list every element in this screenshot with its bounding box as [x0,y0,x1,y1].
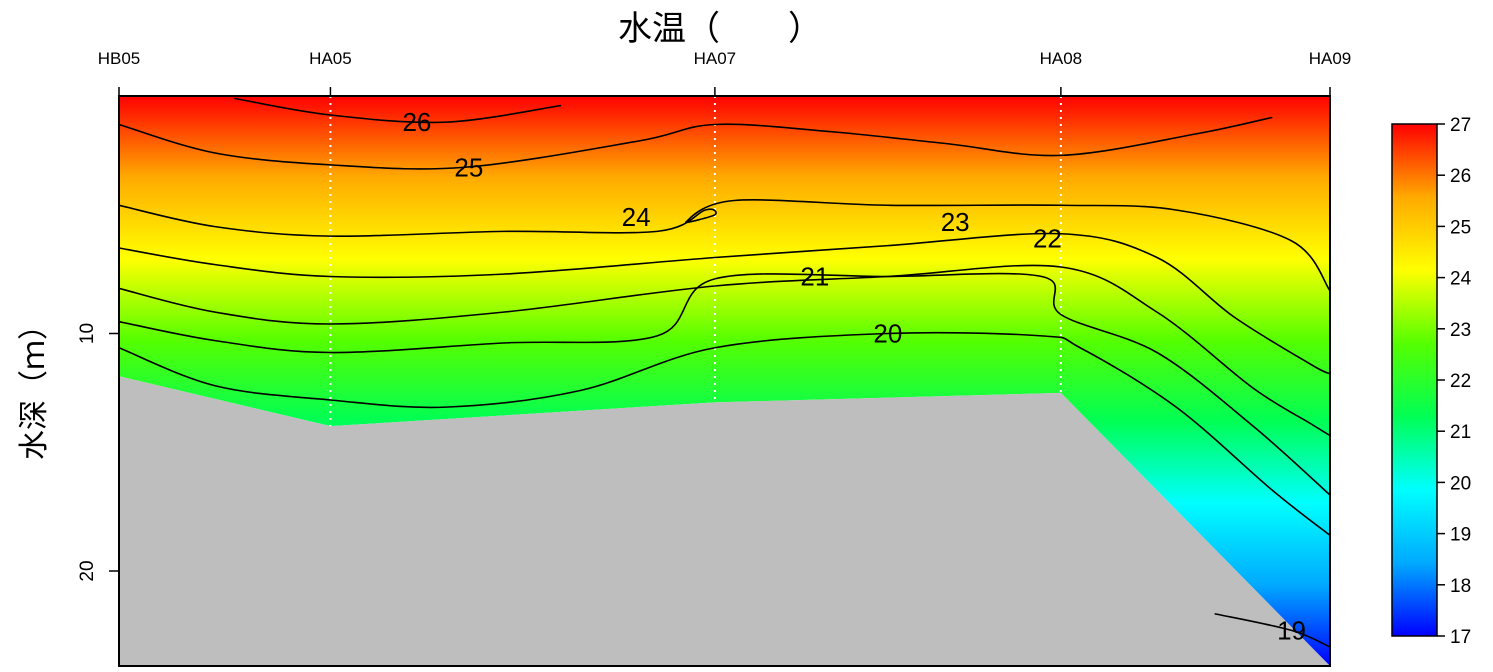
chart-title: 水温（ ） [618,10,822,48]
station-label: HB05 [98,49,141,68]
colorbar-tick-label: 23 [1450,320,1471,341]
isotherm-26 [234,97,562,124]
isotherm-21 [119,272,1330,496]
isotherm-label: 25 [454,152,483,182]
isotherm-20 [119,331,1330,537]
isotherm-24 [119,199,1330,292]
colorbar-tick-label: 21 [1450,422,1471,443]
isotherm-label: 20 [873,319,902,349]
colorbar-tick-label: 17 [1450,627,1471,648]
station-label: HA09 [1309,49,1352,68]
colorbar-gradient [1391,123,1438,637]
station-lines [119,96,1330,666]
station-axis: HB05 HA05 HA07 HA08 HA09 [98,49,1352,96]
colorbar-tick-label: 27 [1450,115,1471,136]
plot-frame [118,95,1331,667]
y-tick-label: 10 [77,323,98,344]
colorbar-tick-label: 22 [1450,371,1471,392]
isotherm-22 [119,264,1330,437]
isotherm-25 [119,116,1273,170]
colorbar-tick-label: 24 [1450,269,1472,290]
y-axis-label: 水深（ｍ） [18,310,51,460]
isotherm-label: 26 [402,107,431,137]
isotherm-23 [119,232,1330,375]
colorbar-tick-label: 18 [1450,576,1471,597]
plot-area [119,96,1330,666]
isotherm-label: 22 [1033,224,1062,254]
colorbar: 17 18 19 20 21 22 23 24 25 26 27 [1391,115,1472,648]
station-label: HA08 [1040,49,1083,68]
isotherm-lines [119,97,1330,648]
seabed [119,376,1330,666]
isotherm-label: 24 [622,202,651,232]
station-label: HA07 [694,49,737,68]
isotherm-19 [1214,612,1330,648]
y-axis: 10 20 [77,323,119,582]
isotherm-label: 23 [941,207,970,237]
colorbar-tick-label: 25 [1450,217,1471,238]
colorbar-tick-label: 19 [1450,525,1471,546]
water-temperature-field [119,96,1330,666]
isotherm-label: 21 [800,262,829,292]
isotherm-labels: 26 25 24 23 22 21 20 19 [402,107,1306,645]
isotherm-label: 19 [1277,615,1306,645]
colorbar-tick-label: 20 [1450,473,1471,494]
station-label: HA05 [309,49,352,68]
colorbar-tick-label: 26 [1450,166,1471,187]
colorbar-ticks: 17 18 19 20 21 22 23 24 25 26 27 [1437,115,1472,648]
y-tick-label: 20 [77,560,98,581]
